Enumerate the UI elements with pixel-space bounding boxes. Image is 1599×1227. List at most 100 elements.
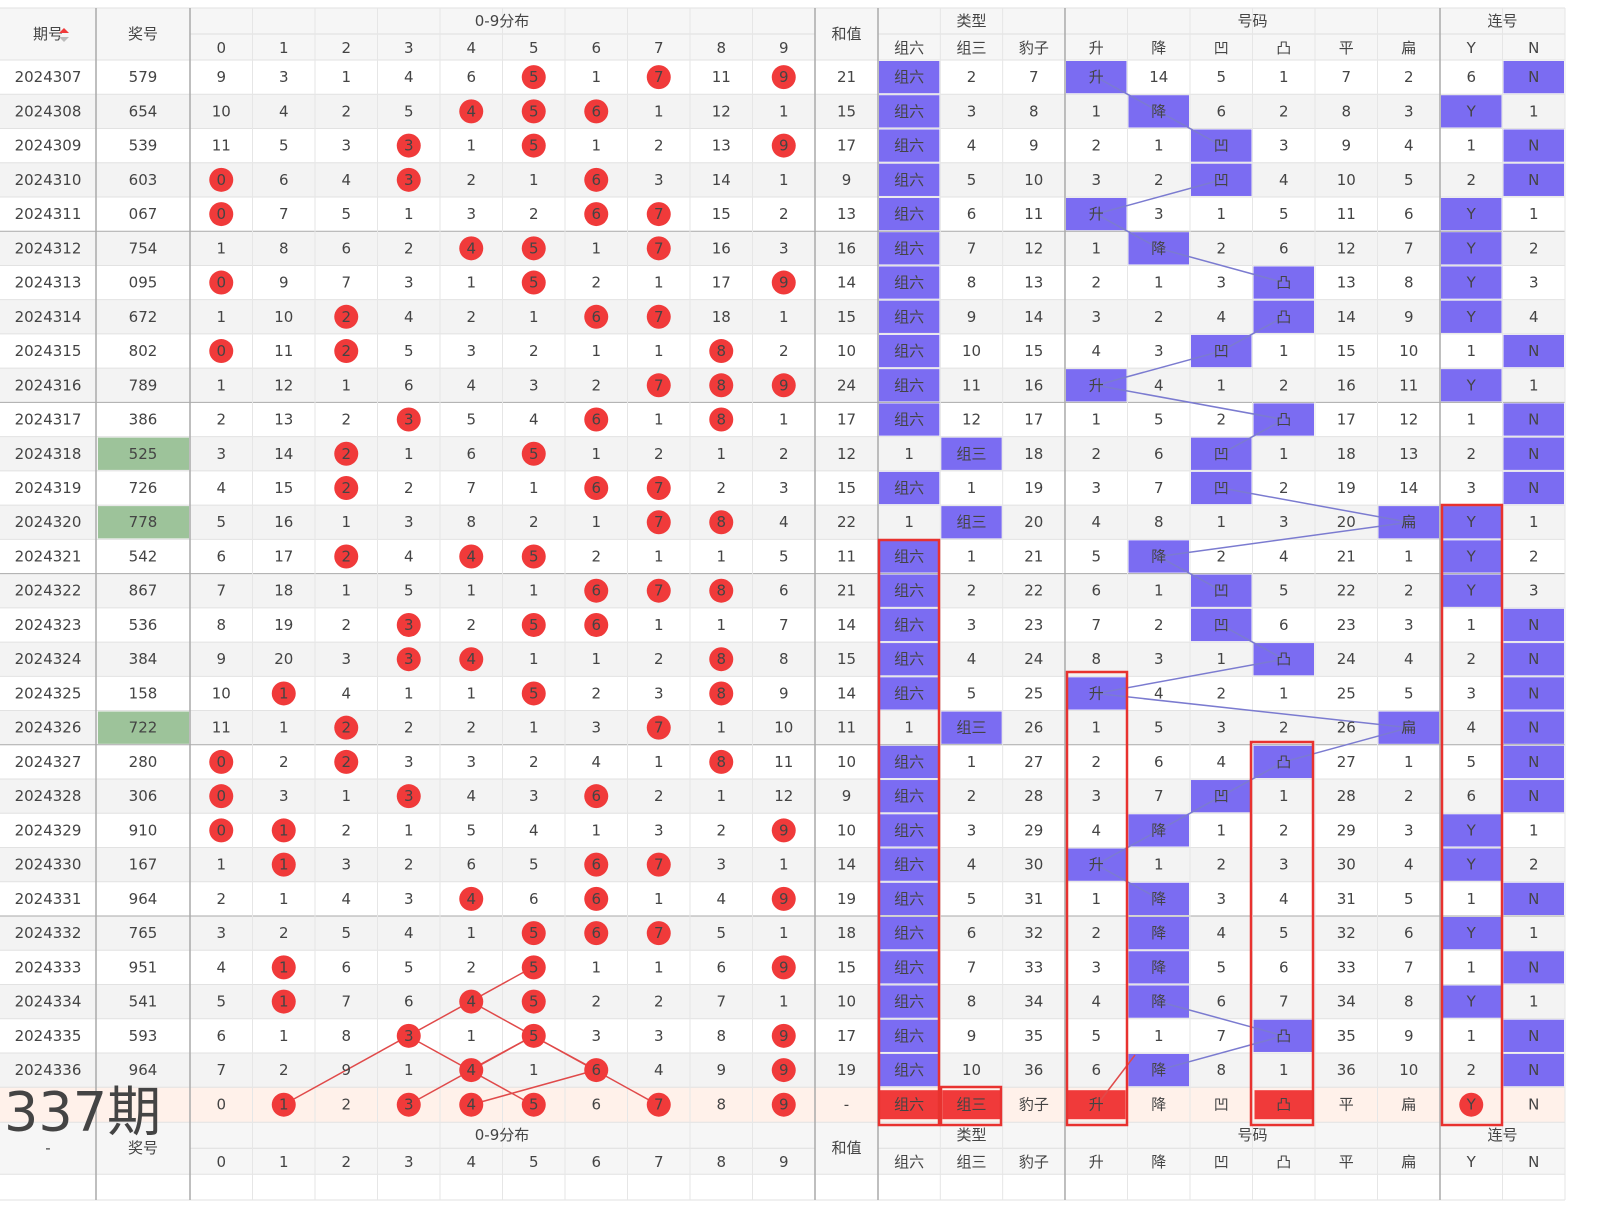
hit-cell xyxy=(1441,814,1502,847)
cell: 8 xyxy=(716,513,726,531)
hit-ball xyxy=(584,99,609,124)
cell: 降 xyxy=(1151,958,1166,976)
cell: 2 xyxy=(404,239,414,257)
cell: 067 xyxy=(129,205,158,223)
cell: 组三 xyxy=(956,513,986,531)
cell: 2024321 xyxy=(15,547,82,565)
hit-ball xyxy=(584,612,609,637)
cell: 2 xyxy=(466,719,476,737)
cell: 凹 xyxy=(1214,137,1229,155)
cell: 15 xyxy=(712,205,731,223)
cell: 16 xyxy=(274,513,293,531)
group3-cell xyxy=(98,711,189,744)
cell: 6 xyxy=(1466,787,1476,805)
cell: 6 xyxy=(1279,616,1289,634)
cell: 2 xyxy=(341,547,351,565)
pick-ball xyxy=(521,1092,546,1117)
cell: 1 xyxy=(1216,821,1226,839)
header-col: 2 xyxy=(341,39,351,57)
cell: 4 xyxy=(529,411,539,429)
cell: 3 xyxy=(466,205,476,223)
cell: 2 xyxy=(1216,684,1226,702)
cell: 3 xyxy=(1216,719,1226,737)
hit-ball xyxy=(396,784,421,809)
cell: 9 xyxy=(216,650,226,668)
cell: 2 xyxy=(591,547,601,565)
cell: 8 xyxy=(716,650,726,668)
cell: 组六 xyxy=(894,102,924,120)
header: 号码 xyxy=(1237,1126,1267,1144)
cell: 7 xyxy=(716,993,726,1011)
prediction-cell: 凹 xyxy=(1214,1096,1229,1114)
cell: Y xyxy=(1466,547,1477,565)
cell: 7 xyxy=(216,582,226,600)
hit-cell xyxy=(879,540,940,573)
cell: 4 xyxy=(1279,547,1289,565)
cell: 1 xyxy=(341,376,351,394)
cell: 1 xyxy=(591,445,601,463)
cell: 910 xyxy=(129,821,158,839)
cell: 降 xyxy=(1151,547,1166,565)
cell: 3 xyxy=(279,787,289,805)
cell: 1 xyxy=(967,753,977,771)
row-bg xyxy=(0,779,1565,814)
cell: 1 xyxy=(654,958,664,976)
cell: 14 xyxy=(837,274,856,292)
cell: 4 xyxy=(341,171,351,189)
cell: 2 xyxy=(1404,787,1414,805)
cell: 1 xyxy=(1279,787,1289,805)
cell: 10 xyxy=(837,821,856,839)
cell: 867 xyxy=(129,582,158,600)
cell: 4 xyxy=(1216,308,1226,326)
row-bg xyxy=(0,162,1565,197)
hit-ball xyxy=(771,373,796,398)
cell: 5 xyxy=(529,445,539,463)
cell: 5 xyxy=(216,993,226,1011)
cell: 5 xyxy=(1216,958,1226,976)
cell: 2 xyxy=(654,650,664,668)
cell: 5 xyxy=(1091,547,1101,565)
cell: 12 xyxy=(1337,239,1356,257)
cell: 1 xyxy=(404,821,414,839)
hit-ball xyxy=(709,647,734,672)
cell: N xyxy=(1528,68,1539,86)
header-col: 降 xyxy=(1151,1153,1166,1171)
hit-cell xyxy=(879,608,940,642)
cell: 2 xyxy=(779,342,789,360)
cell: 11 xyxy=(212,137,231,155)
cell: 7 xyxy=(967,239,977,257)
cell: 9 xyxy=(779,68,789,86)
cell: 5 xyxy=(529,856,539,874)
cell: 5 xyxy=(1279,582,1289,600)
cell: 4 xyxy=(216,958,226,976)
pick-cell xyxy=(880,1090,939,1120)
cell: 8 xyxy=(1216,1061,1226,1079)
prediction-cell: 1 xyxy=(279,1096,289,1114)
cell: 26 xyxy=(1024,719,1043,737)
cell: 2 xyxy=(279,1061,289,1079)
header-col: 1 xyxy=(279,1153,289,1171)
cell: 3 xyxy=(1279,513,1289,531)
trend-line xyxy=(1220,316,1285,352)
cell: 6 xyxy=(716,958,726,976)
header-col: 升 xyxy=(1089,1153,1104,1171)
cell: 3 xyxy=(404,787,414,805)
trend-line xyxy=(1096,350,1222,387)
cell: 2024316 xyxy=(15,376,82,394)
cell: N xyxy=(1528,137,1539,155)
cell: 34 xyxy=(1337,993,1356,1011)
cell: 4 xyxy=(341,684,351,702)
cell: 1 xyxy=(654,547,664,565)
cell: 7 xyxy=(1279,993,1289,1011)
cell: 1 xyxy=(466,582,476,600)
cell: 1 xyxy=(1466,1027,1476,1045)
cell: 1 xyxy=(279,958,289,976)
cell: 3 xyxy=(591,719,601,737)
cell: 1 xyxy=(591,650,601,668)
cell: 降 xyxy=(1151,1061,1166,1079)
cell: 4 xyxy=(1529,308,1539,326)
cell: 3 xyxy=(1154,342,1164,360)
cell: 19 xyxy=(1024,479,1043,497)
header: 连号 xyxy=(1487,12,1517,30)
cell: 13 xyxy=(837,205,856,223)
